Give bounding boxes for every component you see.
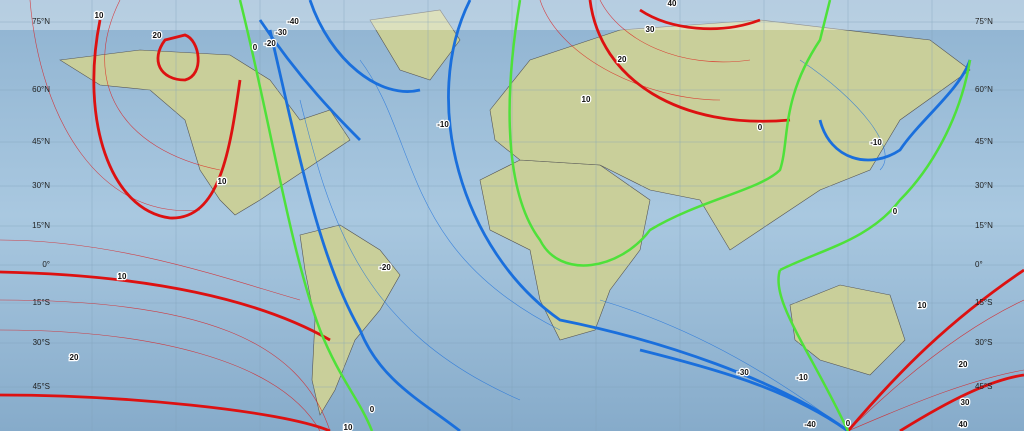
contour-label: -10	[437, 120, 449, 129]
latitude-label-right: 60°N	[975, 85, 993, 94]
contour-label: 10	[582, 95, 591, 104]
contour-label: 10	[118, 272, 127, 281]
latitude-label-left: 30°S	[33, 338, 50, 347]
contour-label: -20	[264, 39, 276, 48]
contour-label: 10	[344, 423, 353, 431]
latitude-label-left: 15°N	[32, 221, 50, 230]
contour-label: 0	[758, 123, 763, 132]
contour-label: 10	[95, 11, 104, 20]
contour-label: 30	[646, 25, 655, 34]
contour-label: -10	[796, 373, 808, 382]
contour-label: 20	[153, 31, 162, 40]
contour-label: 0	[893, 207, 898, 216]
contour-label: 40	[668, 0, 677, 8]
contour-label: -20	[379, 263, 391, 272]
latitude-label-right: 45°S	[975, 382, 992, 391]
latitude-label-left: 15°S	[33, 298, 50, 307]
latitude-label-right: 30°N	[975, 181, 993, 190]
latitude-label-left: 30°N	[32, 181, 50, 190]
latitude-label-left: 0°	[42, 260, 50, 269]
latitude-label-left: 45°S	[33, 382, 50, 391]
contour-label: 30	[961, 398, 970, 407]
contour-label: -40	[287, 17, 299, 26]
latitude-label-right: 45°N	[975, 137, 993, 146]
latitude-label-left: 60°N	[32, 85, 50, 94]
contour-label: 10	[218, 177, 227, 186]
contour-label: -40	[804, 420, 816, 429]
contour-label: -30	[737, 368, 749, 377]
contour-label: 20	[70, 353, 79, 362]
contour-label: 10	[918, 301, 927, 310]
latitude-label-right: 15°N	[975, 221, 993, 230]
contour-label: 40	[959, 420, 968, 429]
contour-label: 0	[370, 405, 375, 414]
contour-label: 20	[618, 55, 627, 64]
contour-label: 20	[959, 360, 968, 369]
contour-label: -10	[870, 138, 882, 147]
contour-label: -30	[275, 28, 287, 37]
latitude-label-left: 45°N	[32, 137, 50, 146]
latitude-label-right: 0°	[975, 260, 983, 269]
contour-label: 0	[846, 419, 851, 428]
latitude-label-right: 30°S	[975, 338, 992, 347]
labels: 75°N 75°N 60°N 60°N 45°N 45°N 30°N 30°N 15°N 15°N…	[32, 0, 993, 431]
latitude-label-right: 15°S	[975, 298, 992, 307]
latitude-label-left: 75°N	[32, 17, 50, 26]
latitude-label-right: 75°N	[975, 17, 993, 26]
contour-label: 0	[253, 43, 258, 52]
